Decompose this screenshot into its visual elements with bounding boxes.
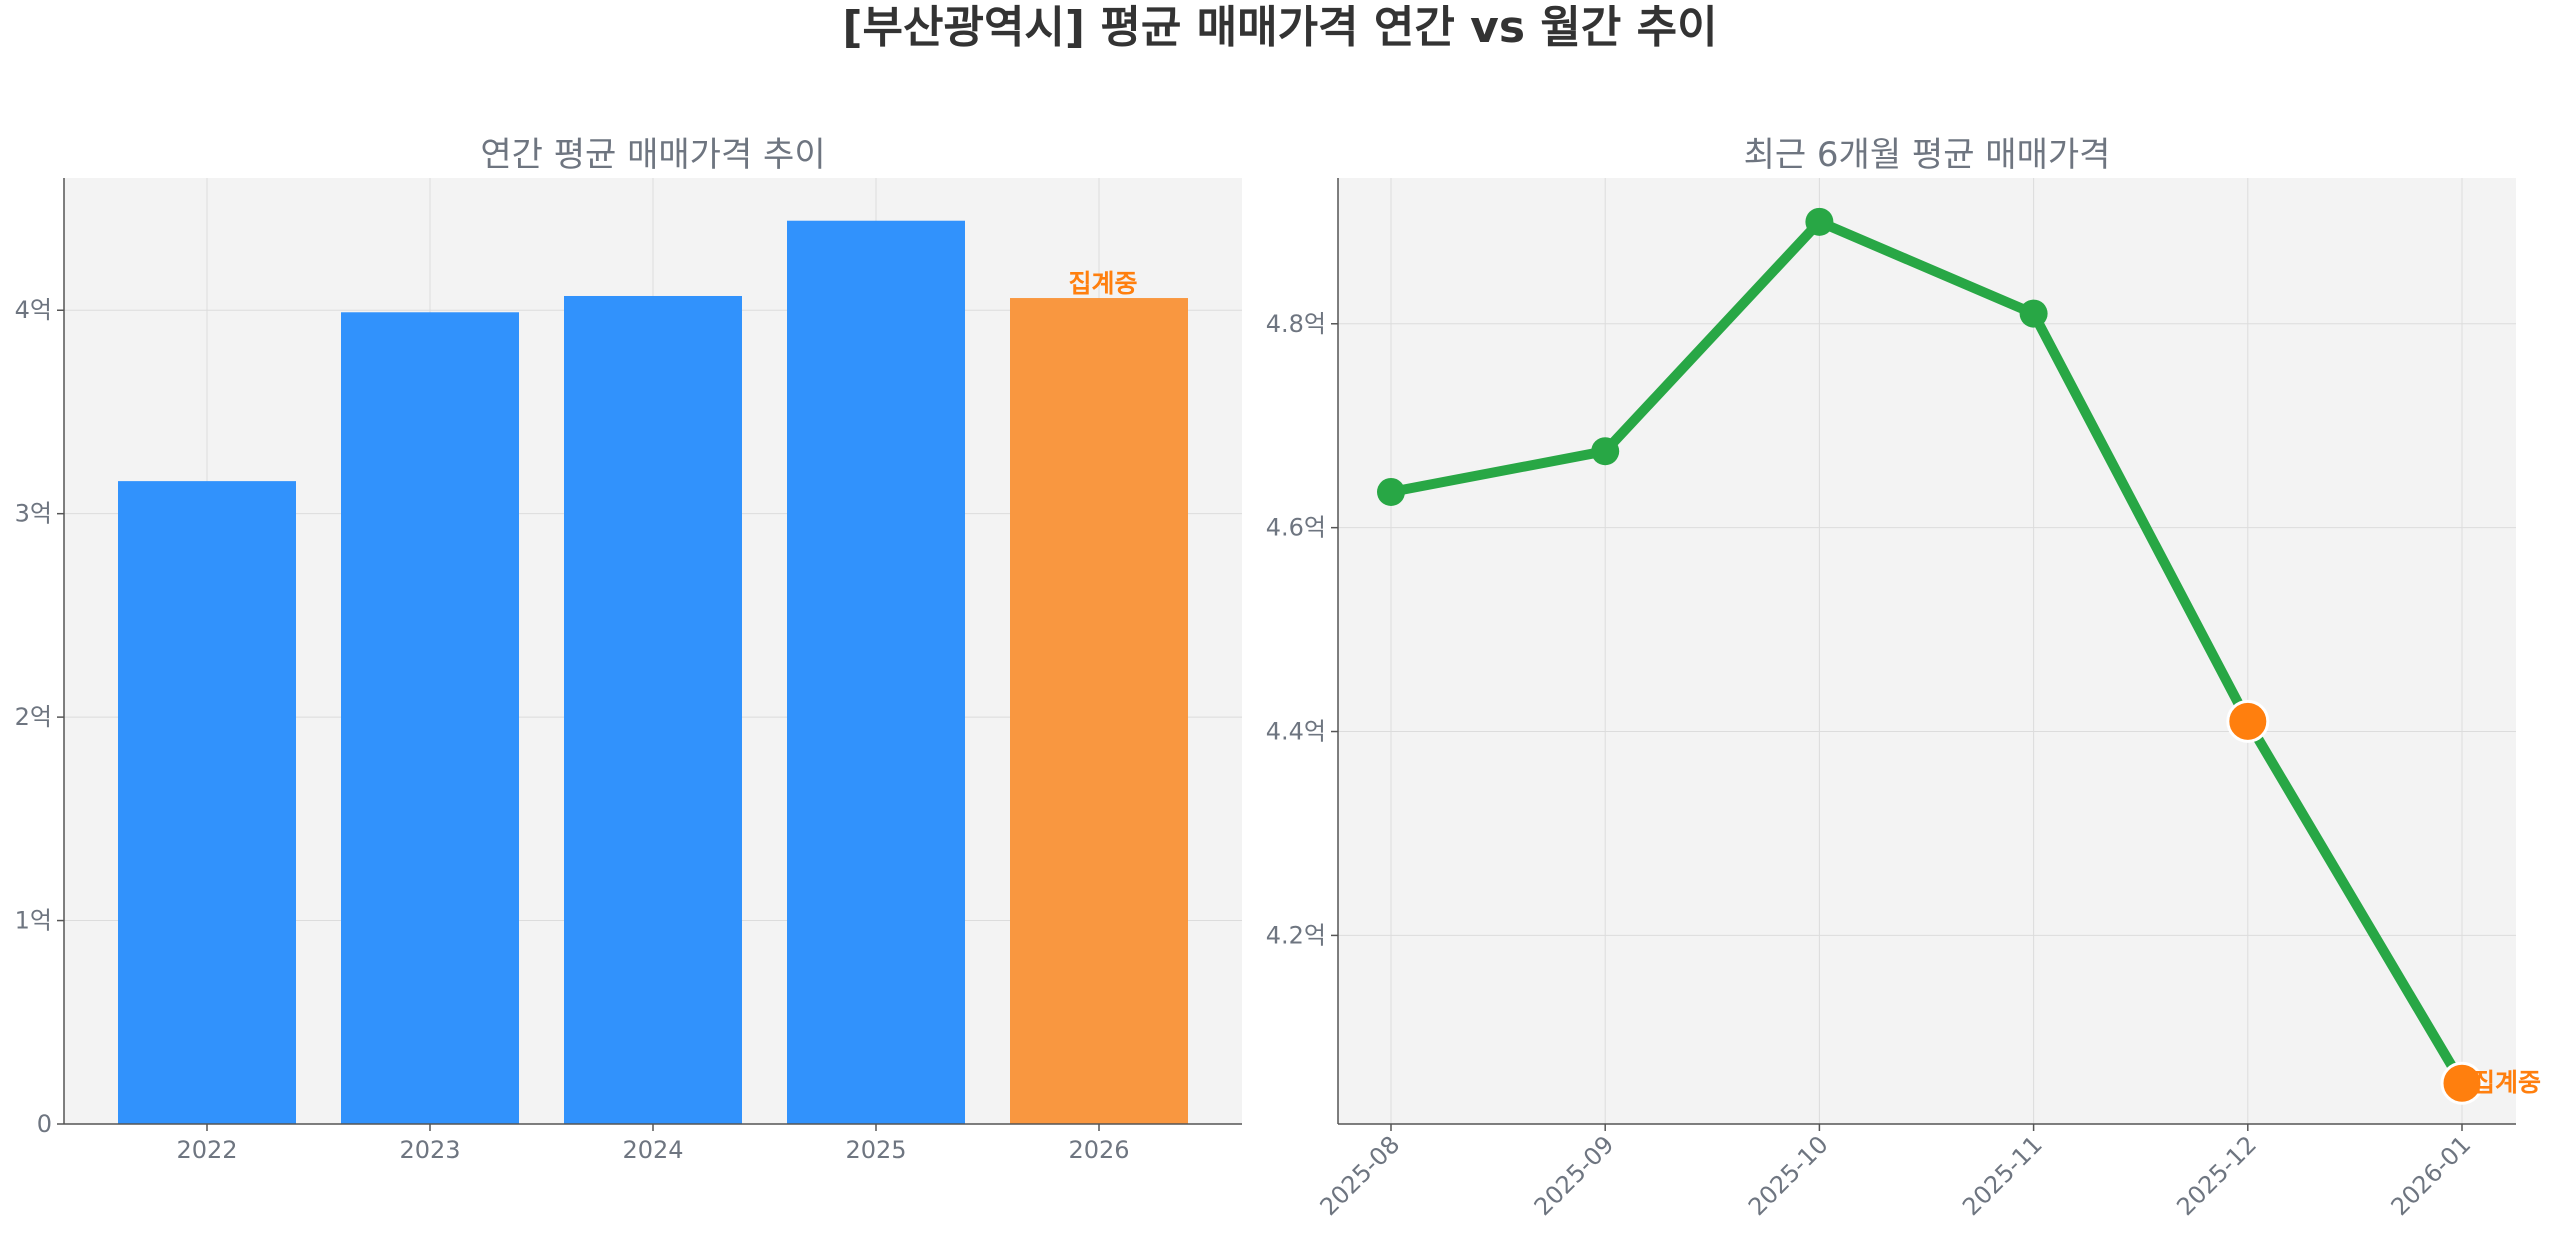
- monthly-point-2025-10: [1805, 207, 1834, 236]
- monthly-y-tick-label: 4.2억: [1266, 921, 1326, 949]
- monthly-point-2025-09: [1591, 437, 1620, 466]
- monthly-x-tick-label: 2025-08: [1315, 1130, 1406, 1221]
- monthly-x-tick-label: 2025-09: [1529, 1130, 1620, 1221]
- annual-y-tick-label: 2억: [15, 703, 52, 731]
- monthly-y-tick-label: 4.8억: [1266, 310, 1326, 338]
- annual-partial-label: 집계중: [1068, 269, 1137, 298]
- annual-bar-2025: [787, 220, 965, 1124]
- monthly-gridlines: [1338, 178, 2516, 1124]
- monthly-point-2025-08: [1377, 477, 1405, 506]
- monthly-price-line: [1386, 216, 2467, 1089]
- annual-bar-2023: [341, 312, 519, 1124]
- annual-chart-title: 연간 평균 매매가격 추이: [480, 135, 825, 175]
- monthly-x-tick-label: 2025-11: [1957, 1130, 2048, 1221]
- annual-x-tick-label: 2022: [176, 1136, 237, 1164]
- annual-y-tick-label: 3억: [15, 500, 52, 528]
- annual-x-tick-label: 2024: [622, 1136, 683, 1164]
- monthly-x-tick-label: 2025-12: [2171, 1130, 2262, 1221]
- monthly-plot-area: [1338, 178, 2516, 1124]
- monthly-point-partial-2026-01: [2440, 1061, 2484, 1105]
- annual-y-tick-label: 0: [37, 1110, 52, 1138]
- annual-tick-labels: 0 1억 2억 3억 4억 2022 2023 2024 2025 2026: [15, 296, 1130, 1164]
- monthly-y-tick-label: 4.6억: [1266, 514, 1326, 542]
- figure-title: [부산광역시] 평균 매매가격 연간 vs 월간 추이: [842, 2, 1717, 53]
- monthly-partial-label: 집계중: [2472, 1068, 2541, 1097]
- annual-bar-chart: 연간 평균 매매가격 추이 집계중 0 1억 2억 3억 4억 2022 2023 2024 2…: [15, 135, 1242, 1164]
- monthly-line-chart: 최근 6개월 평균 매매가격 집계중 4.2억 4.4억 4.6억 4.8억 2025-…: [1266, 135, 2541, 1221]
- annual-x-tick-label: 2025: [845, 1136, 906, 1164]
- annual-bar-2026: [1010, 298, 1188, 1124]
- monthly-point-partial-2025-12: [2226, 699, 2270, 743]
- annual-x-tick-label: 2026: [1068, 1136, 1129, 1164]
- monthly-x-tick-label: 2025-10: [1743, 1130, 1834, 1221]
- monthly-y-tick-label: 4.4억: [1266, 718, 1326, 746]
- annual-x-tick-label: 2023: [399, 1136, 460, 1164]
- annual-y-tick-label: 4억: [15, 296, 52, 324]
- monthly-chart-title: 최근 6개월 평균 매매가격: [1744, 135, 2111, 175]
- monthly-point-2025-11: [2019, 299, 2048, 328]
- monthly-series: 집계중: [1377, 207, 2541, 1105]
- annual-bars: 집계중: [118, 220, 1188, 1124]
- annual-bar-2022: [118, 481, 296, 1124]
- monthly-x-tick-label: 2026-01: [2386, 1130, 2477, 1221]
- annual-bar-2024: [564, 295, 742, 1124]
- annual-y-tick-label: 1억: [15, 907, 52, 935]
